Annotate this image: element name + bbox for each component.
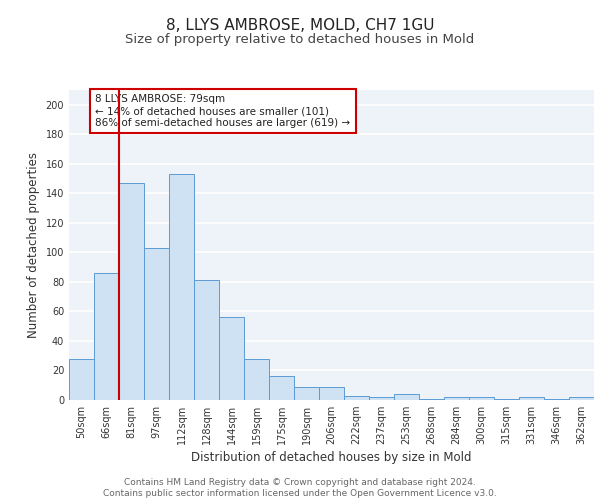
Y-axis label: Number of detached properties: Number of detached properties (27, 152, 40, 338)
Bar (144, 248, 169, 400)
Bar (369, 397, 394, 400)
Bar (544, 398, 569, 400)
Bar (469, 397, 494, 400)
Bar (494, 398, 519, 400)
Text: 8 LLYS AMBROSE: 79sqm
← 14% of detached houses are smaller (101)
86% of semi-det: 8 LLYS AMBROSE: 79sqm ← 14% of detached … (95, 94, 350, 128)
Bar (444, 397, 469, 400)
Bar (519, 397, 544, 400)
Bar (219, 318, 244, 400)
Bar (269, 376, 294, 400)
Bar (394, 394, 419, 400)
Bar (319, 386, 344, 400)
Bar (244, 358, 269, 400)
Bar (94, 273, 119, 400)
Bar (169, 174, 194, 400)
Text: 8, LLYS AMBROSE, MOLD, CH7 1GU: 8, LLYS AMBROSE, MOLD, CH7 1GU (166, 18, 434, 32)
Bar (119, 183, 144, 400)
Text: Contains HM Land Registry data © Crown copyright and database right 2024.
Contai: Contains HM Land Registry data © Crown c… (103, 478, 497, 498)
Bar (69, 358, 94, 400)
Text: Size of property relative to detached houses in Mold: Size of property relative to detached ho… (125, 32, 475, 46)
Bar (569, 397, 594, 400)
X-axis label: Distribution of detached houses by size in Mold: Distribution of detached houses by size … (191, 452, 472, 464)
Bar (294, 386, 319, 400)
Bar (344, 396, 369, 400)
Bar (419, 398, 444, 400)
Bar (194, 280, 219, 400)
